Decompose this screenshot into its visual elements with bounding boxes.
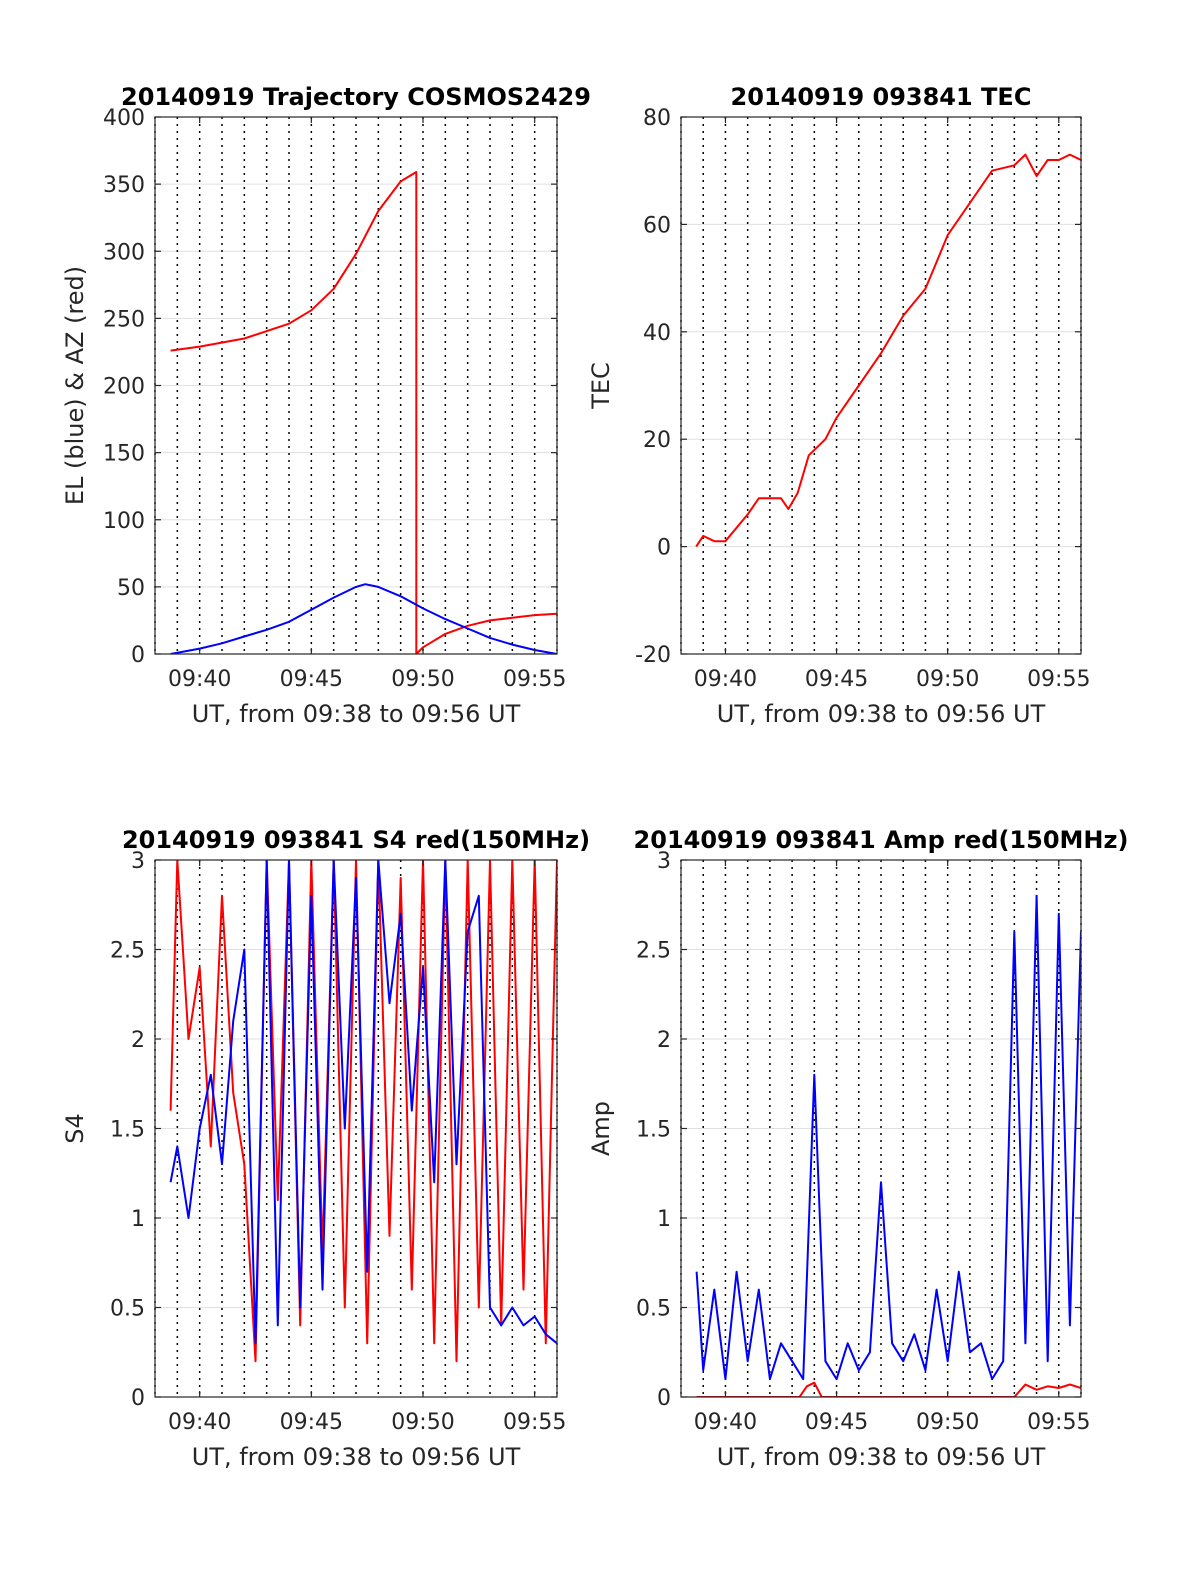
- y-axis-label: TEC: [587, 362, 615, 410]
- y-axis-label: S4: [61, 1113, 89, 1144]
- y-tick-label: 150: [103, 442, 145, 467]
- series-line-red: [169, 860, 557, 1363]
- y-tick-label: 200: [103, 375, 145, 400]
- y-tick-label: 0: [657, 1386, 671, 1411]
- y-tick-label: 60: [643, 213, 671, 238]
- y-tick-label: 0: [657, 536, 671, 561]
- x-axis-label: UT, from 09:38 to 09:56 UT: [192, 1443, 521, 1471]
- y-tick-label: 100: [103, 509, 145, 534]
- y-tick-label: 0: [131, 643, 145, 668]
- x-tick-label: 09:55: [503, 1410, 566, 1435]
- x-tick-label: 09:50: [916, 667, 979, 692]
- x-tick-label: 09:45: [805, 667, 868, 692]
- y-axis-label: EL (blue) & AZ (red): [61, 266, 89, 505]
- x-axis-label: UT, from 09:38 to 09:56 UT: [717, 1443, 1046, 1471]
- series-line-blue: [169, 860, 557, 1345]
- x-tick-label: 09:40: [694, 1410, 757, 1435]
- y-tick-label: 1: [131, 1207, 145, 1232]
- y-tick-label: 2: [131, 1028, 145, 1053]
- x-tick-label: 09:40: [168, 667, 231, 692]
- y-tick-label: 40: [643, 321, 671, 346]
- panel-amp: 0 0.5 1 1.5 2 2.5 3 09:40 09:45 09:50 09:55 2014091…: [587, 826, 1128, 1471]
- x-axis-label: UT, from 09:38 to 09:56 UT: [192, 700, 521, 728]
- chart-title: 20140919 093841 S4 red(150MHz): [122, 826, 590, 854]
- y-tick-label: 80: [643, 106, 671, 131]
- y-tick-label: 0.5: [636, 1297, 671, 1322]
- y-tick-label: 3: [131, 849, 145, 874]
- chart-title: 20140919 093841 TEC: [731, 83, 1032, 111]
- x-tick-label: 09:50: [391, 1410, 454, 1435]
- x-tick-label: 09:45: [280, 1410, 343, 1435]
- x-tick-label: 09:55: [1027, 1410, 1090, 1435]
- series-line-red: [170, 171, 557, 654]
- x-tick-label: 09:50: [916, 1410, 979, 1435]
- x-tick-label: 09:45: [805, 1410, 868, 1435]
- chart-title: 20140919 093841 Amp red(150MHz): [634, 826, 1129, 854]
- x-tick-label: 09:40: [694, 667, 757, 692]
- y-tick-label: 0.5: [110, 1297, 145, 1322]
- y-tick-label: 2.5: [636, 939, 671, 964]
- y-tick-label: 350: [103, 173, 145, 198]
- y-tick-label: 3: [657, 849, 671, 874]
- series-group: [169, 860, 557, 1363]
- y-tick-label: 2.5: [110, 939, 145, 964]
- series-group: [170, 171, 557, 654]
- x-tick-label: 09:55: [1027, 667, 1090, 692]
- y-tick-label: 50: [117, 576, 145, 601]
- y-tick-label: 1: [657, 1207, 671, 1232]
- series-group: [695, 894, 1081, 1397]
- panel-trajectory: 0 50 100 150 200 250 300 350 400 09:40 09:45 09:50 0…: [61, 83, 591, 728]
- panel-s4: 0 0.5 1 1.5 2 2.5 3 09:40 09:45 09:50 09:55 2014091…: [61, 826, 590, 1471]
- series-line-red: [695, 153, 1081, 548]
- x-tick-label: 09:55: [503, 667, 566, 692]
- y-tick-label: 20: [643, 428, 671, 453]
- y-tick-label: 2: [657, 1028, 671, 1053]
- series-line-red: [696, 1381, 1081, 1397]
- x-tick-label: 09:50: [391, 667, 454, 692]
- panel-tec: -20 0 20 40 60 80 09:40 09:45 09:50 09:55 20140919…: [587, 83, 1090, 728]
- y-tick-label: 1.5: [636, 1118, 671, 1143]
- x-tick-label: 09:40: [168, 1410, 231, 1435]
- y-axis-label: Amp: [587, 1101, 615, 1156]
- series-group: [695, 153, 1081, 548]
- axes-box: [680, 116, 1082, 655]
- y-tick-label: 1.5: [110, 1118, 145, 1143]
- series-line-blue: [695, 894, 1081, 1381]
- y-tick-label: 0: [131, 1386, 145, 1411]
- y-tick-label: -20: [635, 643, 671, 668]
- y-tick-label: 300: [103, 240, 145, 265]
- y-tick-label: 400: [103, 106, 145, 131]
- x-axis-label: UT, from 09:38 to 09:56 UT: [717, 700, 1046, 728]
- y-tick-label: 250: [103, 307, 145, 332]
- chart-title: 20140919 Trajectory COSMOS2429: [121, 83, 591, 111]
- series-line-blue: [170, 583, 557, 654]
- x-tick-label: 09:45: [280, 667, 343, 692]
